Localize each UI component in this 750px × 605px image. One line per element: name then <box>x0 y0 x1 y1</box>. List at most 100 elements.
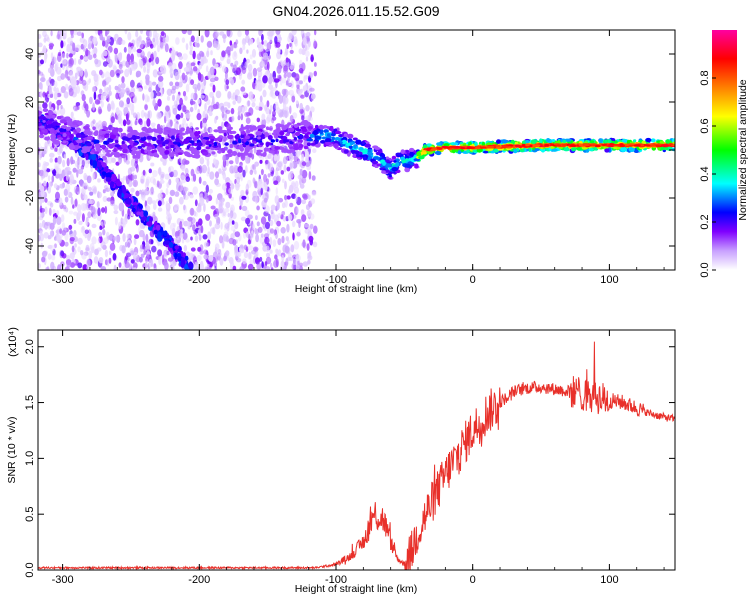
noise-speckle <box>135 219 140 226</box>
descending-branch-point <box>110 173 117 182</box>
noise-speckle <box>296 263 302 270</box>
noise-speckle <box>60 63 63 68</box>
noise-speckle <box>85 219 89 226</box>
noise-speckle <box>68 210 74 215</box>
noise-speckle <box>288 152 294 162</box>
noise-speckle <box>244 30 250 36</box>
main-trace-point <box>201 139 207 144</box>
main-trace-point <box>211 151 216 155</box>
noise-speckle <box>194 87 197 94</box>
noise-speckle <box>212 58 216 67</box>
noise-speckle <box>252 223 255 231</box>
main-trace-point <box>227 153 231 158</box>
noise-speckle <box>314 62 317 67</box>
noise-speckle <box>173 100 178 107</box>
noise-speckle <box>272 239 277 248</box>
noise-speckle <box>203 203 206 213</box>
noise-speckle <box>299 108 304 114</box>
main-trace-point <box>265 142 270 148</box>
noise-speckle <box>232 164 238 173</box>
noise-speckle <box>124 68 130 78</box>
noise-speckle <box>84 184 89 190</box>
noise-speckle <box>64 167 68 175</box>
main-trace-point <box>620 147 627 152</box>
main-trace-point <box>361 140 365 145</box>
trace-core-point <box>436 147 443 150</box>
noise-speckle <box>72 104 76 111</box>
main-trace-point <box>496 139 501 144</box>
noise-speckle <box>292 232 295 241</box>
trace-core-point <box>525 143 530 147</box>
noise-speckle <box>206 40 213 48</box>
noise-speckle <box>182 232 188 240</box>
noise-speckle <box>230 78 235 86</box>
noise-speckle <box>234 244 239 253</box>
noise-speckle <box>118 262 122 268</box>
noise-speckle <box>190 247 196 252</box>
main-trace-point <box>381 154 386 158</box>
noise-speckle <box>310 54 314 63</box>
noise-speckle <box>152 98 156 107</box>
descending-branch-point <box>101 171 107 176</box>
descending-branch-point <box>174 245 179 250</box>
noise-speckle <box>83 56 89 61</box>
noise-speckle <box>72 30 79 36</box>
main-trace-point <box>196 145 202 151</box>
main-trace-point <box>395 152 402 156</box>
noise-speckle <box>237 115 241 121</box>
main-trace-point <box>315 136 321 140</box>
noise-speckle <box>300 94 305 99</box>
noise-speckle <box>287 213 293 221</box>
trace-core-point <box>661 144 670 147</box>
noise-speckle <box>108 84 112 92</box>
noise-speckle <box>260 233 264 238</box>
y-tick-label: 0.5 <box>24 507 36 522</box>
main-trace-point <box>93 139 100 145</box>
noise-speckle <box>43 251 48 256</box>
noise-speckle <box>265 256 272 265</box>
noise-speckle <box>302 37 307 46</box>
noise-speckle <box>309 213 315 220</box>
noise-speckle <box>87 233 91 241</box>
noise-speckle <box>150 239 154 245</box>
noise-speckle <box>246 49 249 54</box>
main-trace-point <box>45 115 53 119</box>
noise-speckle <box>229 210 234 219</box>
noise-speckle <box>214 76 219 82</box>
noise-speckle <box>179 97 184 106</box>
noise-speckle <box>241 91 247 96</box>
noise-speckle <box>196 36 200 42</box>
noise-speckle <box>290 80 294 89</box>
noise-speckle <box>122 176 127 181</box>
noise-speckle <box>162 37 167 46</box>
noise-speckle <box>308 40 311 48</box>
noise-speckle <box>150 176 156 184</box>
noise-speckle <box>153 50 157 59</box>
trace-core-point <box>613 144 621 147</box>
noise-speckle <box>56 99 62 106</box>
main-trace-point <box>493 148 499 153</box>
noise-speckle <box>183 204 186 211</box>
main-trace-point <box>212 145 219 148</box>
noise-speckle <box>214 222 221 230</box>
noise-speckle <box>127 214 131 220</box>
main-trace-point <box>140 136 147 142</box>
main-trace-point <box>295 128 302 132</box>
main-trace-point <box>216 136 221 142</box>
noise-speckle <box>165 105 170 112</box>
noise-speckle <box>99 33 103 41</box>
noise-speckle <box>199 197 205 206</box>
noise-speckle <box>121 40 126 45</box>
main-trace-point <box>69 134 74 139</box>
noise-speckle <box>69 57 74 66</box>
noise-speckle <box>47 253 52 260</box>
main-trace-point <box>202 151 209 156</box>
noise-speckle <box>169 189 176 197</box>
noise-speckle <box>190 35 195 43</box>
main-trace-point <box>39 125 45 129</box>
main-trace-point <box>308 126 313 130</box>
noise-speckle <box>190 92 196 101</box>
noise-speckle <box>161 173 165 179</box>
noise-speckle <box>70 34 74 39</box>
noise-speckle <box>224 71 228 80</box>
